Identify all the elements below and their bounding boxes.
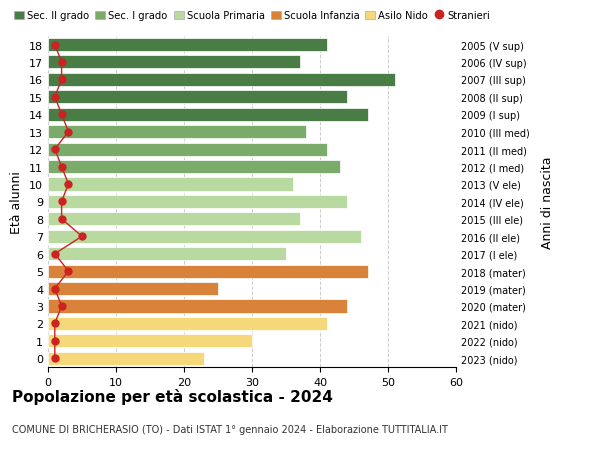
Bar (48, 56, 299, 69)
Y-axis label: Anni di nascita: Anni di nascita (541, 156, 554, 248)
Bar (48, 91, 347, 104)
Bar (48, 74, 395, 87)
Bar (48, 196, 347, 208)
Bar (48, 213, 299, 226)
Bar (48, 247, 286, 261)
Bar (48, 39, 327, 52)
Bar (48, 282, 218, 296)
Bar (48, 230, 361, 243)
Bar (48, 300, 347, 313)
Text: Popolazione per età scolastica - 2024: Popolazione per età scolastica - 2024 (12, 388, 333, 404)
Bar (48, 161, 340, 174)
Bar (48, 265, 368, 278)
Bar (48, 352, 205, 365)
Bar (48, 126, 307, 139)
Bar (48, 108, 368, 122)
Bar (48, 317, 327, 330)
Bar (48, 178, 293, 191)
Bar (48, 143, 327, 157)
Legend: Sec. II grado, Sec. I grado, Scuola Primaria, Scuola Infanzia, Asilo Nido, Stran: Sec. II grado, Sec. I grado, Scuola Prim… (10, 7, 494, 25)
Text: COMUNE DI BRICHERASIO (TO) - Dati ISTAT 1° gennaio 2024 - Elaborazione TUTTITALI: COMUNE DI BRICHERASIO (TO) - Dati ISTAT … (12, 425, 448, 435)
Y-axis label: Età alunni: Età alunni (10, 171, 23, 233)
Bar (48, 335, 252, 347)
